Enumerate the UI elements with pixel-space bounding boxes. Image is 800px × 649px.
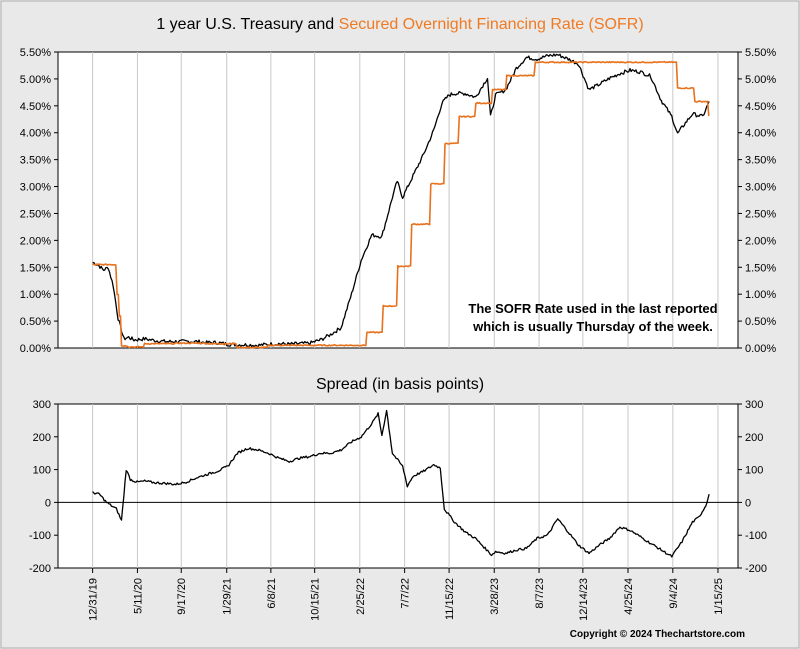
y-label-right-5: 2.50% [745,208,776,220]
y-label-right-3: 100 [745,465,763,477]
y-label-left-11: 5.50% [20,47,51,59]
y-label-left-0: 0.00% [20,343,51,355]
sofr-note-line1: The SOFR Rate used in the last reported [468,301,717,316]
y-label-left-5: 300 [33,399,51,411]
y-label-left-3: 100 [33,465,51,477]
x-axis-labels: 12/31/19 5/11/20 9/17/20 1/29/21 6/8/21 10/15… [88,568,725,621]
x-label-2: 9/17/20 [176,578,188,615]
copyright-notice: Copyright © 2024 Thechartstore.com [570,629,745,640]
top-plot-area: 0.00% 0.00% 0.50% 0.50% 1.00% 1.00% 1.50% 1.50%… [20,47,777,355]
top-plot-background [57,51,739,349]
y-label-left-7: 3.50% [20,155,51,167]
x-label-0: 12/31/19 [88,578,100,621]
y-label-left-1: -100 [29,530,51,542]
y-label-right-2: 0 [745,497,751,509]
x-label-12: 4/25/24 [623,578,635,615]
spread-chart-title: Spread (in basis points) [316,376,484,393]
y-label-right-1: 0.50% [745,316,776,328]
y-label-right-3: 1.50% [745,262,776,274]
top-chart-title: 1 year U.S. Treasury and Secured Overnig… [156,16,643,33]
bottom-plot-area: -200 -200 -100 -100 0 0 100 100 200 200 300 300 [29,399,767,575]
sofr-line [92,60,710,349]
y-label-left-5: 2.50% [20,208,51,220]
y-label-right-4: 2.00% [745,235,776,247]
y-label-right-5: 300 [745,399,763,411]
y-label-left-2: 0 [45,497,51,509]
y-label-right-9: 4.50% [745,101,776,113]
y-label-left-2: 1.00% [20,289,51,301]
y-label-right-11: 5.50% [745,47,776,59]
x-label-14: 1/15/25 [713,578,725,615]
y-label-right-0: -200 [745,563,767,575]
y-label-right-4: 200 [745,432,763,444]
y-label-right-10: 5.00% [745,74,776,86]
x-label-4: 6/8/21 [266,578,278,609]
y-label-left-9: 4.50% [20,101,51,113]
y-label-left-4: 2.00% [20,235,51,247]
spread-line [92,409,710,558]
y-label-right-8: 4.00% [745,128,776,140]
x-label-5: 10/15/21 [310,578,322,621]
treasury-1yr-line [92,53,710,348]
y-label-right-6: 3.00% [745,182,776,194]
sofr-note-line2: which is usually Thursday of the week. [472,319,713,334]
y-label-right-7: 3.50% [745,155,776,167]
x-label-8: 11/15/22 [444,578,456,620]
y-label-right-0: 0.00% [745,343,776,355]
x-label-7: 7/7/22 [400,578,412,609]
spread-plot-background [57,403,739,569]
x-label-10: 8/7/23 [534,578,546,609]
y-label-left-10: 5.00% [20,74,51,86]
y-label-left-3: 1.50% [20,262,51,274]
x-label-11: 12/14/23 [578,578,590,621]
x-label-1: 5/11/20 [132,578,144,614]
x-label-9: 3/28/23 [489,578,501,615]
y-label-left-8: 4.00% [20,128,51,140]
x-label-13: 9/4/24 [668,578,680,609]
x-label-3: 1/29/21 [222,578,234,615]
y-label-right-1: -100 [745,530,767,542]
y-label-left-1: 0.50% [20,316,51,328]
y-label-right-2: 1.00% [745,289,776,301]
title-part-sofr: Secured Overnight Financing Rate (SOFR) [339,16,644,33]
title-part-treasury: 1 year U.S. Treasury and [156,16,338,33]
x-label-6: 2/25/22 [355,578,367,615]
y-label-left-4: 200 [33,432,51,444]
y-label-left-6: 3.00% [20,182,51,194]
y-label-left-0: -200 [29,563,51,575]
